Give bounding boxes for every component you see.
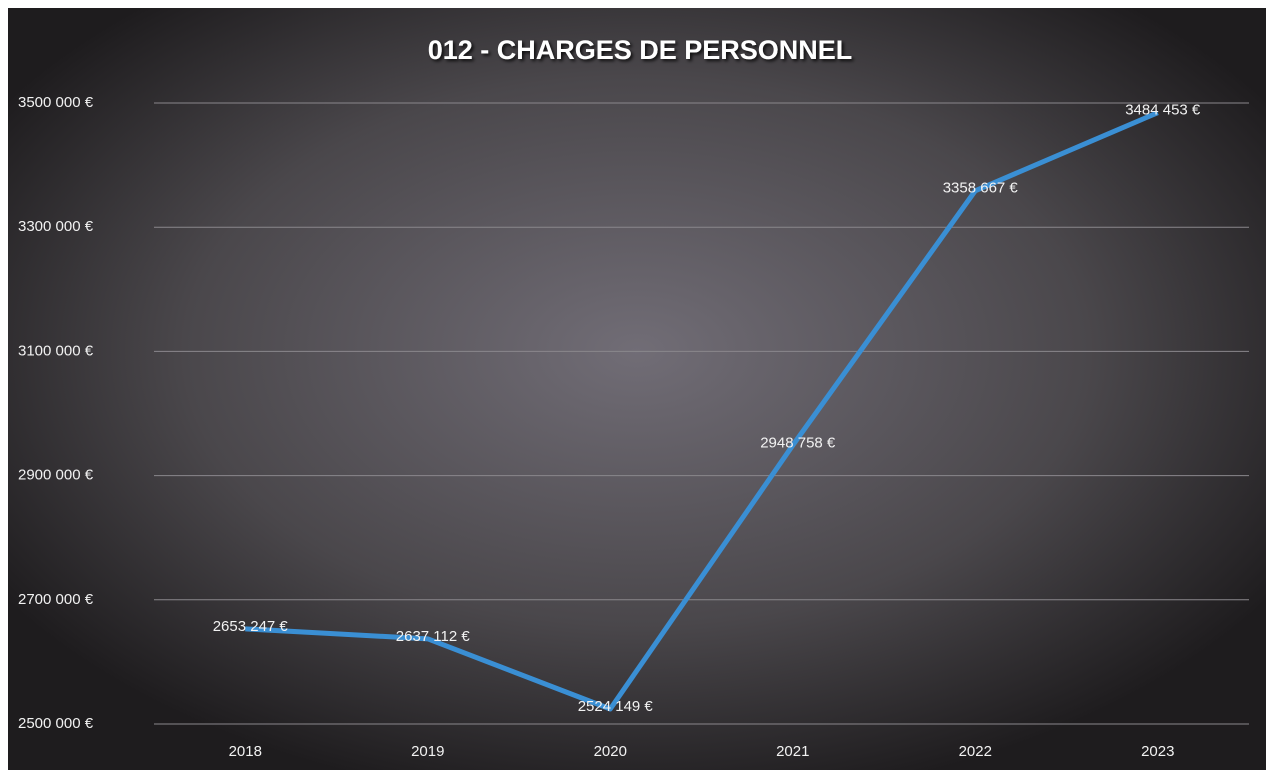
y-tick-label: 3500 000 € xyxy=(18,94,94,111)
data-line xyxy=(245,110,1159,712)
data-label: 2653 247 € xyxy=(213,618,289,635)
y-tick-label: 3300 000 € xyxy=(18,218,94,235)
data-label: 2948 758 € xyxy=(760,434,836,451)
data-label: 2637 112 € xyxy=(396,628,471,645)
data-label: 2524 149 € xyxy=(578,698,654,715)
chart-title: 012 - CHARGES DE PERSONNEL xyxy=(428,35,853,65)
x-tick-label: 2020 xyxy=(594,743,627,760)
x-tick-label: 2021 xyxy=(776,743,809,760)
x-tick-label: 2022 xyxy=(959,743,992,760)
data-label: 3358 667 € xyxy=(943,180,1019,197)
y-tick-label: 3100 000 € xyxy=(18,342,94,359)
x-tick-label: 2023 xyxy=(1141,743,1174,760)
y-tick-label: 2700 000 € xyxy=(18,591,94,608)
x-tick-label: 2018 xyxy=(229,743,262,760)
data-label: 3484 453 € xyxy=(1125,102,1201,119)
x-tick-label: 2019 xyxy=(411,743,444,760)
y-tick-label: 2500 000 € xyxy=(18,715,94,732)
y-tick-label: 2900 000 € xyxy=(18,467,94,484)
chart-background xyxy=(8,8,1266,770)
